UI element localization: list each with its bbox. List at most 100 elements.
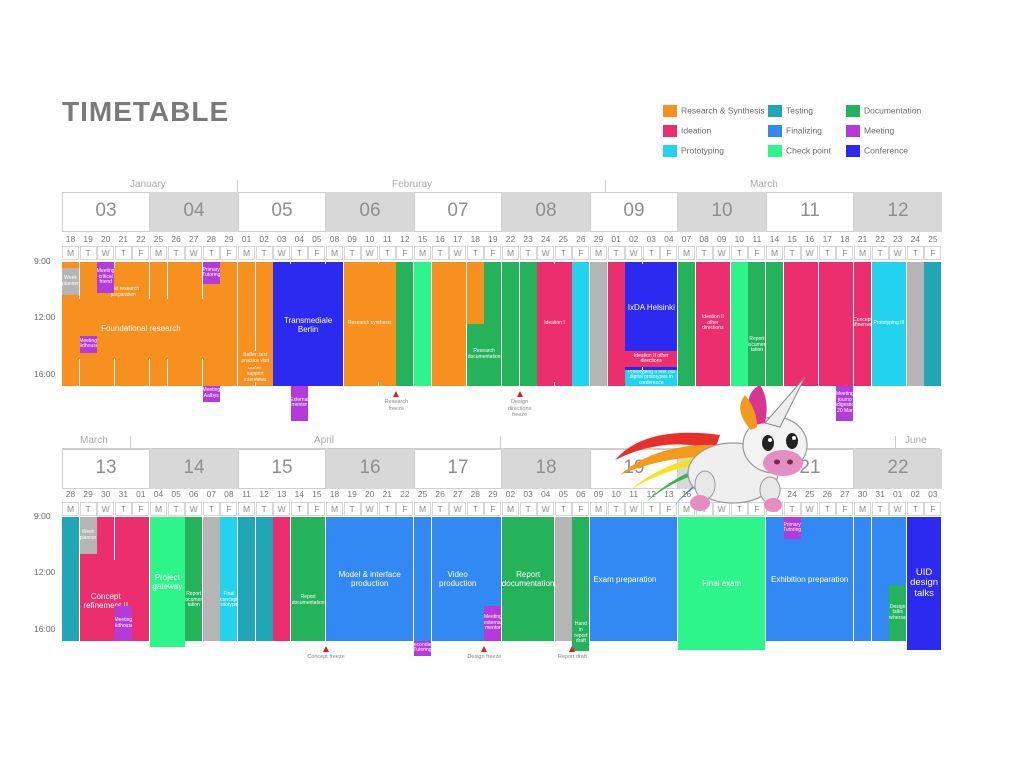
day-date: 18 <box>470 234 481 244</box>
event-block-checkpoint[interactable]: Final exam <box>678 517 766 650</box>
event-block-prototyping[interactable]: Prototyping III <box>871 264 907 383</box>
event-block-conference[interactable]: UID design talks <box>906 517 942 650</box>
event-block-documentation[interactable]: Hand in report draft <box>572 616 590 651</box>
day-letter: F <box>660 246 678 260</box>
event-block-grey[interactable]: Week planner <box>79 517 97 555</box>
event-block-finalizing[interactable]: Model & interface production <box>326 517 414 641</box>
day-date: 31 <box>875 489 885 499</box>
event-block-meeting[interactable]: Secondary Tutoring <box>414 641 431 656</box>
day-letter: F <box>748 502 766 516</box>
day-cell <box>730 262 748 386</box>
day-letter: T <box>167 502 185 516</box>
day-date: 16 <box>435 234 445 244</box>
day-date: 04 <box>153 489 164 499</box>
week-header: 16 <box>326 449 414 489</box>
time-label: 9:00 <box>34 256 51 266</box>
legend-swatch <box>768 145 782 157</box>
day-date: 22 <box>875 234 885 244</box>
freeze-marker-icon <box>516 391 523 397</box>
event-block-documentation[interactable]: Report documen- tation <box>748 305 766 386</box>
legend-label: Testing <box>786 105 813 116</box>
event-block-meeting[interactable]: Meeting journo Indigestion 20 Mar <box>836 386 854 421</box>
event-block-documentation[interactable]: Report documen- tation <box>185 560 203 641</box>
week-header: 06 <box>326 192 414 232</box>
event-block-research[interactable]: Buffer: text practice visit <box>238 351 273 367</box>
event-block-ideation[interactable]: Concept refinement <box>854 264 871 383</box>
day-letter: T <box>290 502 308 516</box>
day-letter: T <box>378 502 396 516</box>
event-block-ideation[interactable]: Ideation II other directions <box>695 264 731 383</box>
day-cell <box>519 262 537 386</box>
event-block-research[interactable]: Buffer: support interviews <box>238 367 273 383</box>
event-block-meeting[interactable]: Meeting external mentor <box>484 606 502 641</box>
month-label: Februray <box>392 179 433 190</box>
event-block-research[interactable]: Research synthesis <box>343 264 396 383</box>
event-block-meeting[interactable]: Meeting critical friend <box>97 262 115 293</box>
event-block-finalizing[interactable]: Exam preparation <box>590 517 660 641</box>
event-block-ideation[interactable]: Ideation I <box>537 264 572 383</box>
day-cell <box>607 262 625 386</box>
event-block-meeting[interactable]: Primary Tutoring <box>202 262 220 285</box>
day-cell <box>238 517 255 641</box>
event-block-checkpoint[interactable]: Project gateway <box>150 517 185 648</box>
event-block-prototyping[interactable]: Final concept prototyping <box>220 560 238 641</box>
event-block-conference[interactable]: IxDA Helsinki <box>625 264 678 352</box>
day-date: 28 <box>206 234 217 244</box>
day-letter: T <box>343 502 361 516</box>
day-letter: M <box>678 246 695 260</box>
day-letter: T <box>202 502 220 516</box>
day-date: 27 <box>188 234 199 244</box>
day-date: 01 <box>611 234 621 244</box>
day-date: 04 <box>294 234 305 244</box>
day-letter: T <box>818 246 836 260</box>
day-date: 13 <box>276 489 287 499</box>
event-block-meeting[interactable]: External mentor <box>290 386 308 421</box>
day-letter: T <box>343 246 361 260</box>
event-block-documentation[interactable]: Design talks rehersal <box>889 585 907 641</box>
event-block-meeting[interactable]: Meeting Bidhouse <box>114 606 132 641</box>
day-date: 05 <box>312 234 322 244</box>
day-letter: M <box>766 246 783 260</box>
month-tick <box>605 180 606 192</box>
event-block-finalizing[interactable]: Exhibition preparation <box>766 517 854 641</box>
legend-swatch <box>663 105 677 117</box>
event-block-documentation[interactable]: Research documentation <box>466 324 502 386</box>
event-block-documentation[interactable]: Report documentation <box>290 560 326 641</box>
event-block-grey[interactable]: Week planner <box>62 268 79 296</box>
day-cell <box>924 262 942 386</box>
legend-item-finalizing: Finalizing <box>768 125 822 137</box>
event-block-ideation[interactable]: Ideation II other directions <box>625 351 678 368</box>
day-cell <box>414 517 431 641</box>
day-date: 29 <box>593 234 604 244</box>
event-block-meeting[interactable]: Meeting Bidhouse <box>79 336 97 353</box>
event-block-prototyping[interactable]: Prototyping II test out digital prototyp… <box>625 369 678 386</box>
day-date: 16 <box>681 489 692 499</box>
day-date: 30 <box>100 489 111 499</box>
legend-label: Documentation <box>864 105 922 116</box>
page-title: TIMETABLE <box>62 96 230 127</box>
day-letter: F <box>748 246 766 260</box>
day-cell <box>396 262 414 386</box>
day-letter: W <box>361 502 379 516</box>
day-date: 08 <box>329 234 340 244</box>
day-date: 27 <box>452 489 463 499</box>
day-date: 22 <box>505 234 516 244</box>
month-label: January <box>130 179 166 190</box>
month-label: June <box>905 435 927 446</box>
event-block-documentation[interactable]: Report documentation <box>502 517 555 641</box>
legend-item-conference: Conference <box>846 145 908 157</box>
day-letter: T <box>255 502 273 516</box>
event-block-meeting[interactable]: Meeting Aalbys <box>202 386 220 403</box>
legend-label: Meeting <box>864 125 895 136</box>
legend-swatch <box>846 145 860 157</box>
day-letter: F <box>396 246 414 260</box>
event-block-meeting[interactable]: Primary Tutoring <box>783 517 801 540</box>
event-block-finalizing[interactable]: Video production <box>431 517 484 641</box>
day-letter: W <box>801 502 819 516</box>
day-letter: F <box>660 502 678 516</box>
event-block-conference[interactable]: Transmediale Berlin <box>273 264 343 386</box>
day-date: 14 <box>769 234 780 244</box>
legend-item-meeting: Meeting <box>846 125 894 137</box>
day-date: 03 <box>523 489 533 499</box>
day-date: 27 <box>840 489 850 499</box>
